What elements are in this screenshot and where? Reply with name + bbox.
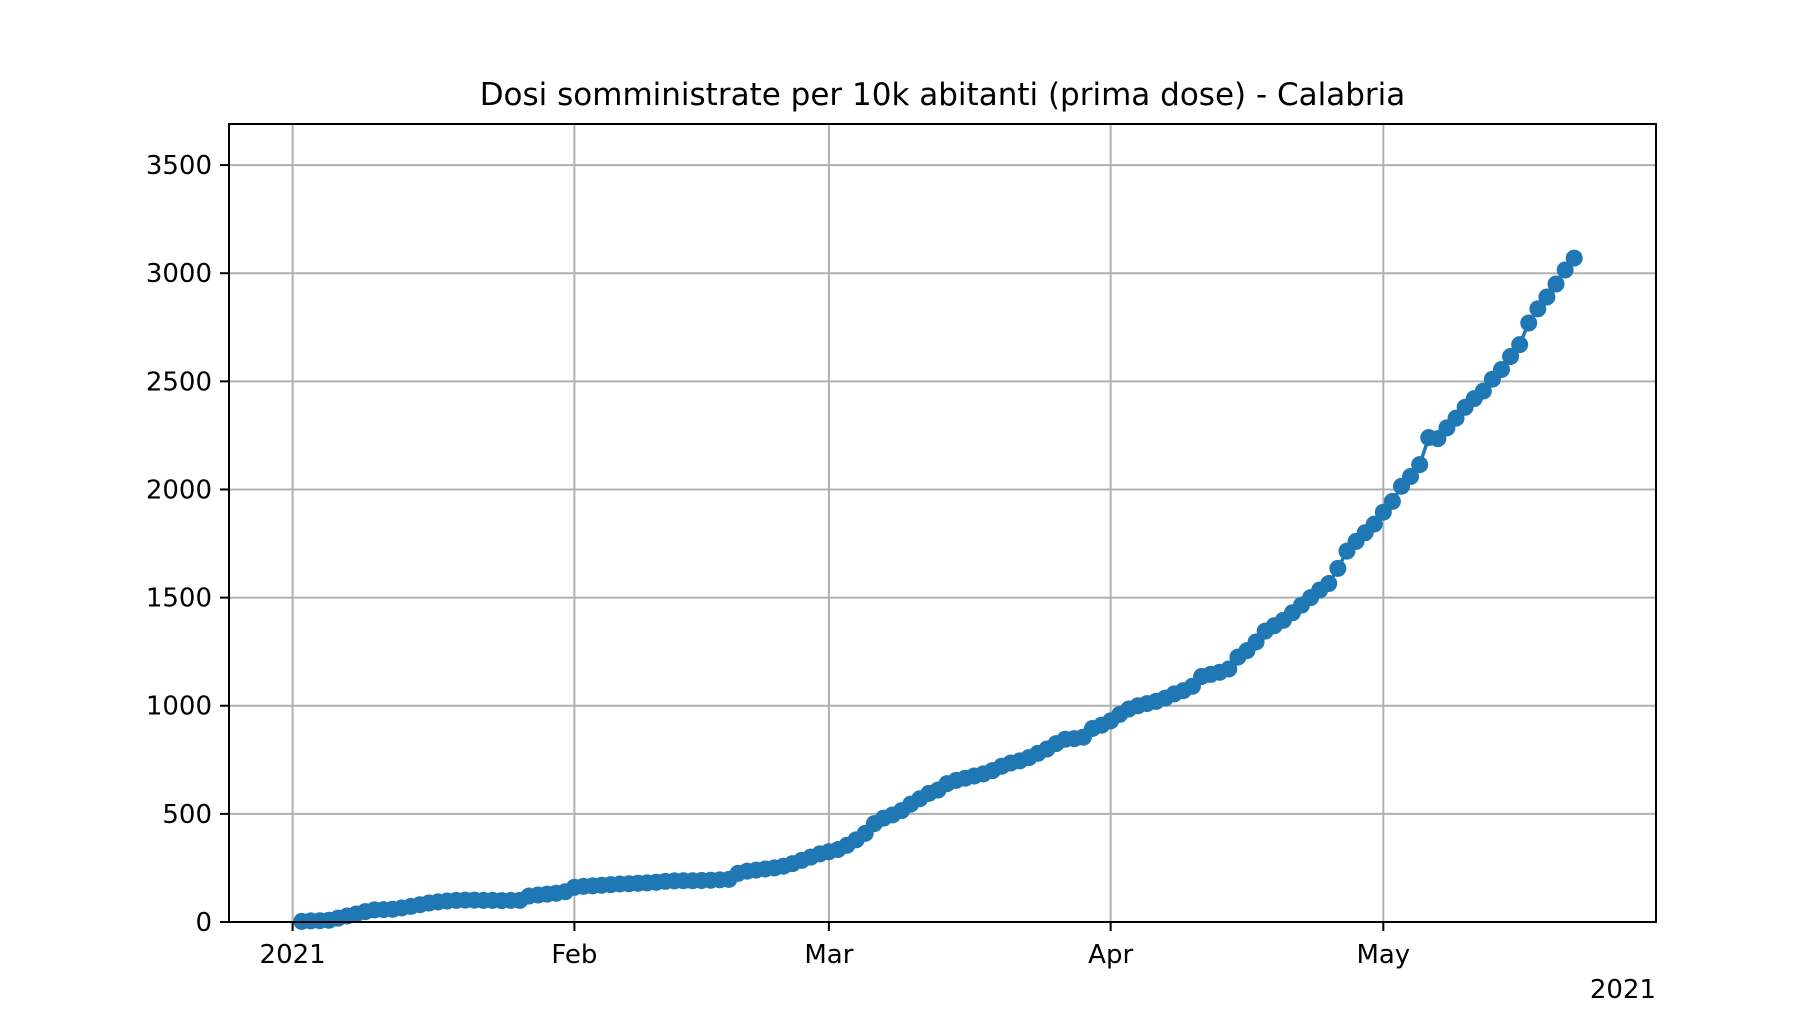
chart-title: Dosi somministrate per 10k abitanti (pri… (480, 77, 1406, 113)
x-tick-label: Feb (551, 940, 597, 970)
data-point (1329, 559, 1347, 577)
x-axis: 2021 Feb Mar Apr May (260, 922, 1410, 970)
y-tick-label: 0 (195, 908, 212, 938)
x-tick-label: Apr (1088, 940, 1133, 970)
data-point (1529, 300, 1547, 318)
data-point (1547, 275, 1565, 293)
data-point (1556, 261, 1574, 279)
x-tick-label: May (1356, 940, 1410, 970)
data-point (1383, 492, 1401, 510)
y-axis: 0 500 1000 1500 2000 2500 3000 3500 (146, 151, 229, 938)
y-tick-label: 500 (162, 800, 212, 830)
y-tick-label: 3500 (146, 151, 212, 181)
data-point (1320, 575, 1338, 593)
data-point (1502, 347, 1520, 365)
data-point (1565, 249, 1583, 267)
data-point (1402, 468, 1420, 485)
x-axis-offset-label: 2021 (1590, 975, 1656, 1005)
data-point (1411, 456, 1429, 474)
data-point (1538, 288, 1556, 306)
x-tick-label: Mar (804, 940, 853, 970)
data-point (1220, 660, 1238, 678)
data-point (1474, 382, 1492, 400)
y-tick-label: 2000 (146, 475, 212, 505)
y-tick-label: 1500 (146, 584, 212, 614)
data-series (293, 249, 1583, 930)
y-tick-label: 1000 (146, 692, 212, 722)
data-point (1520, 314, 1538, 332)
plot-frame (228, 123, 1657, 923)
y-tick-label: 3000 (146, 259, 212, 289)
y-tick-label: 2500 (146, 367, 212, 397)
x-tick-label: 2021 (260, 940, 326, 970)
data-point (1492, 360, 1510, 378)
data-point (1365, 515, 1383, 533)
data-point (1511, 336, 1529, 354)
